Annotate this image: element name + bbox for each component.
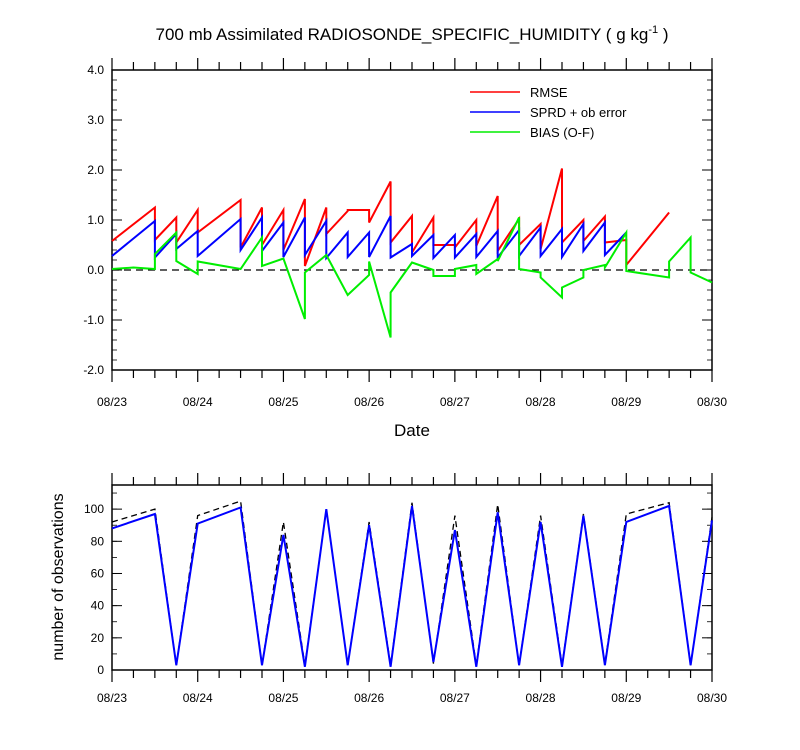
x-tick-label: 08/26 (354, 395, 384, 409)
series-line-assimilated (111, 504, 713, 667)
legend-rmse-label: RMSE (530, 85, 568, 100)
y-tick-label: 20 (91, 631, 105, 645)
y-tick-label: 3.0 (87, 113, 104, 127)
series-line-sprd-ob-error (111, 214, 628, 261)
x-tick-label: 08/24 (183, 395, 213, 409)
x-tick-label: 08/23 (97, 691, 127, 705)
x-tick-label: 08/30 (697, 395, 727, 409)
top-x-tick-labels: 08/23 08/24 08/25 08/26 08/27 08/28 08/29 08/30 (97, 395, 727, 409)
top-plot-series (111, 168, 713, 338)
top-plot-ticks (111, 58, 713, 382)
series-line-possible (111, 500, 713, 666)
y-tick-label: 40 (91, 599, 105, 613)
bottom-y-tick-labels: 0 20 40 60 80 100 (84, 502, 104, 677)
y-tick-label: -1.0 (83, 313, 104, 327)
legend-sprd-label: SPRD + ob error (530, 105, 627, 120)
x-tick-label: 08/25 (268, 691, 298, 705)
bottom-plot-ticks (111, 473, 713, 682)
legend-bias-label: BIAS (O-F) (530, 125, 594, 140)
x-tick-label: 08/28 (526, 395, 556, 409)
chart-title: 700 mb Assimilated RADIOSONDE_SPECIFIC_H… (156, 24, 669, 44)
legend: RMSE SPRD + ob error BIAS (O-F) (470, 85, 627, 140)
y-tick-label: 0.0 (87, 263, 104, 277)
y-tick-label: 1.0 (87, 213, 104, 227)
x-tick-label: 08/30 (697, 691, 727, 705)
x-tick-label: 08/27 (440, 395, 470, 409)
y-tick-label: 2.0 (87, 163, 104, 177)
y-tick-label: 4.0 (87, 63, 104, 77)
x-tick-label: 08/28 (526, 691, 556, 705)
y-tick-label: 0 (97, 663, 104, 677)
y-tick-label: -2.0 (83, 363, 104, 377)
title-main: 700 mb Assimilated RADIOSONDE_SPECIFIC_H… (156, 25, 649, 44)
title-end: ) (658, 25, 668, 44)
top-y-tick-labels: -2.0 -1.0 0.0 1.0 2.0 3.0 4.0 (83, 63, 104, 377)
x-tick-label: 08/26 (354, 691, 384, 705)
x-tick-label: 08/23 (97, 395, 127, 409)
y-tick-label: 100 (84, 502, 104, 516)
y-tick-label: 80 (91, 534, 105, 548)
title-exponent: -1 (648, 24, 658, 36)
x-tick-label: 08/29 (611, 395, 641, 409)
series-line-bias-o-f (111, 217, 713, 338)
x-tick-label: 08/27 (440, 691, 470, 705)
x-tick-label: 08/29 (611, 691, 641, 705)
y-axis-title-observations: number of observations (50, 493, 67, 660)
bottom-x-tick-labels: 08/23 08/24 08/25 08/26 08/27 08/28 08/29 08/30 (97, 691, 727, 705)
x-axis-title: Date (394, 421, 430, 440)
bottom-plot-series (111, 500, 713, 667)
y-tick-label: 60 (91, 566, 105, 580)
x-tick-label: 08/25 (268, 395, 298, 409)
x-tick-label: 08/24 (183, 691, 213, 705)
